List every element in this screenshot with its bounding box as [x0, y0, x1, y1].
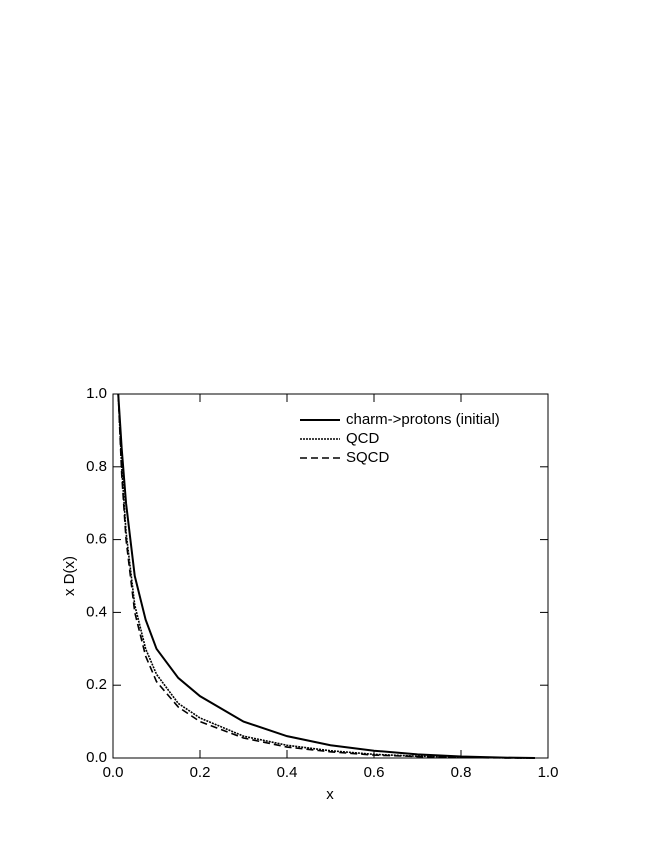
y-tick-label: 0.2	[86, 676, 107, 693]
series-line	[117, 393, 535, 759]
x-tick-label: 0.8	[451, 764, 472, 781]
y-tick-label: 0.8	[86, 458, 107, 475]
x-axis-label: x	[326, 786, 334, 803]
x-tick-label: 0.2	[190, 764, 211, 781]
y-tick-label: 0.4	[86, 603, 107, 620]
x-tick-label: 1.0	[538, 764, 559, 781]
legend-label: SQCD	[346, 449, 390, 466]
legend-label: charm->protons (initial)	[346, 411, 500, 428]
y-axis-label: x D(x)	[61, 556, 78, 596]
x-tick-label: 0.4	[277, 764, 298, 781]
plot-frame	[112, 393, 549, 759]
x-tick-label: 0.0	[103, 764, 124, 781]
x-tick-label: 0.6	[364, 764, 385, 781]
y-tick-label: 0.6	[86, 531, 107, 548]
y-tick-label: 0.0	[86, 749, 107, 766]
y-tick-label: 1.0	[86, 385, 107, 402]
series-line	[117, 393, 535, 759]
series-line	[117, 393, 535, 759]
legend-label: QCD	[346, 430, 380, 447]
